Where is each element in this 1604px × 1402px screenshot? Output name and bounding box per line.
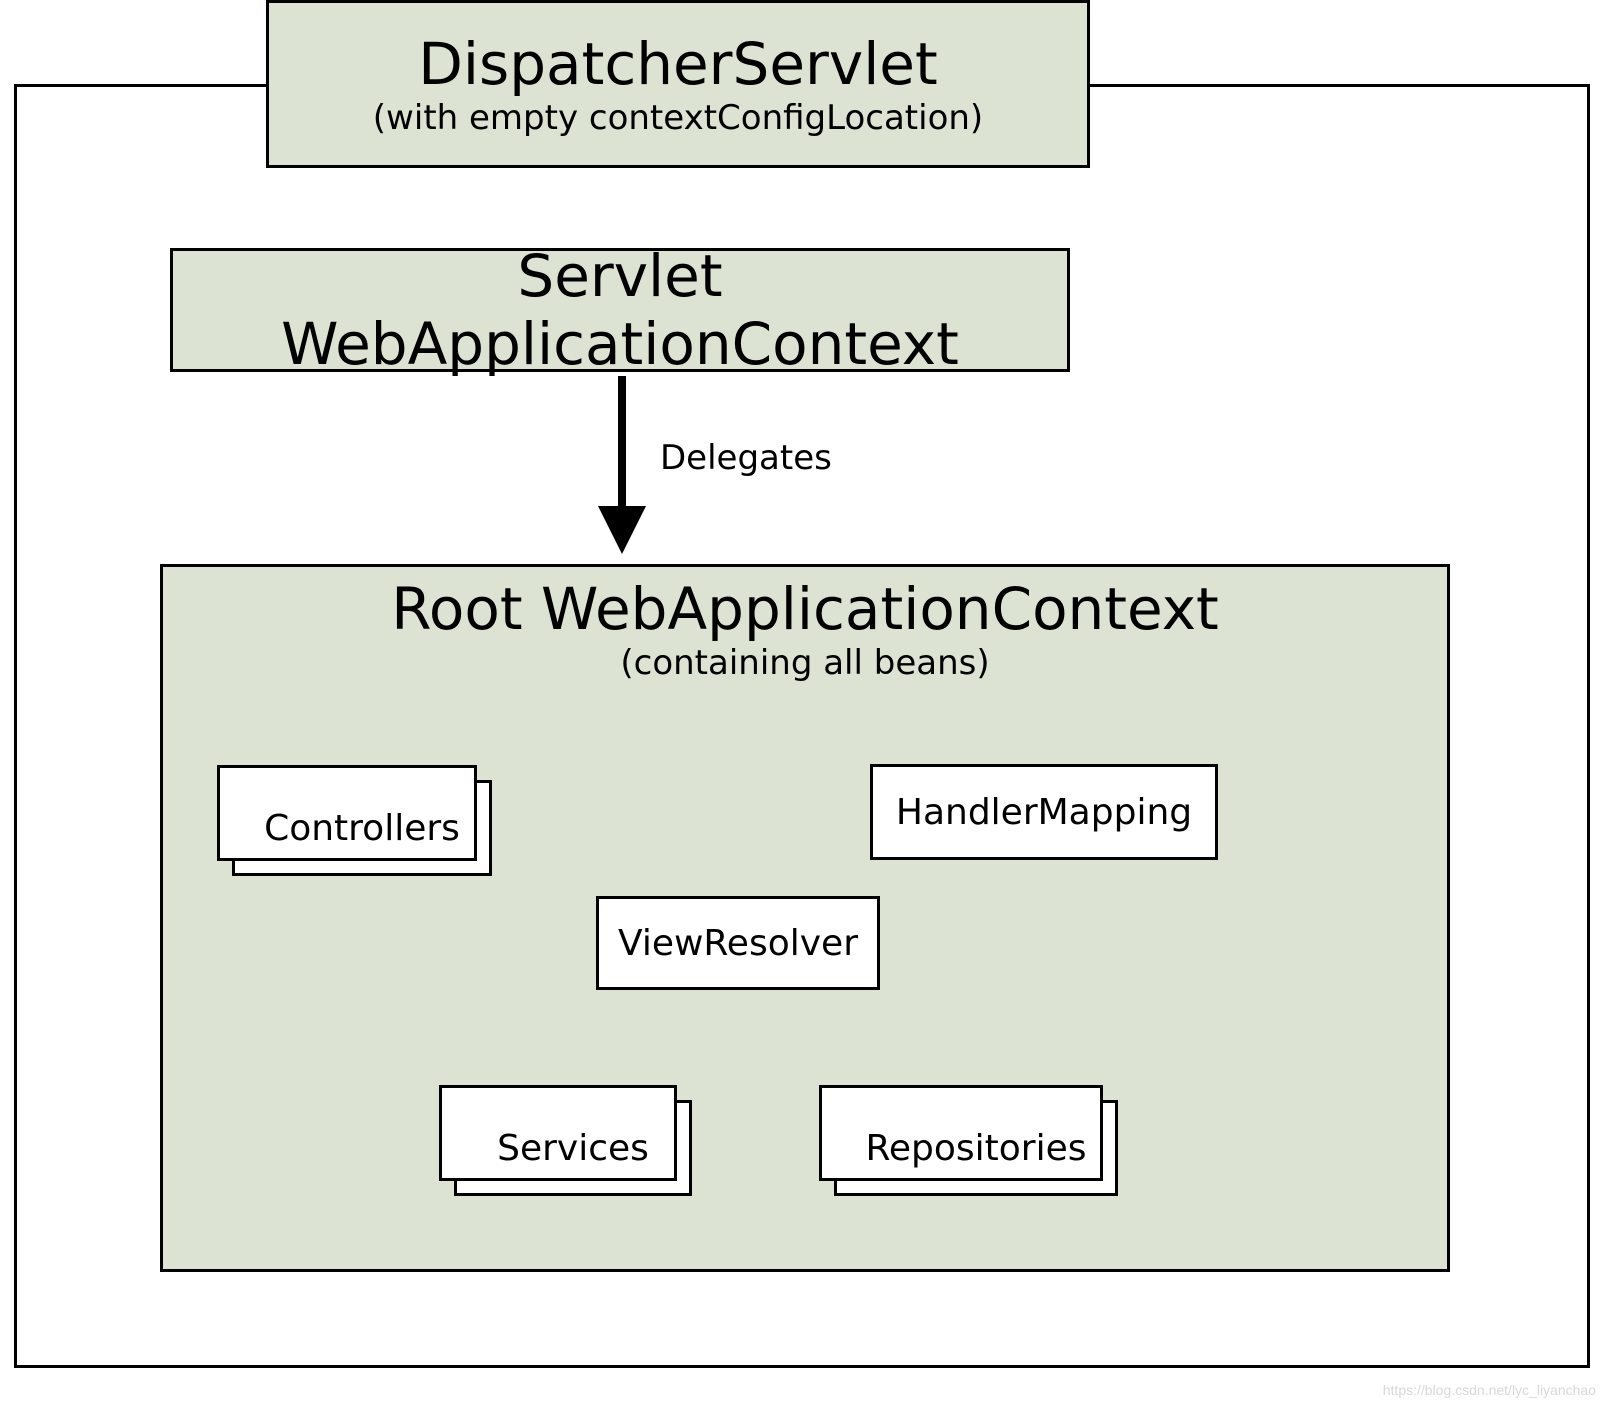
- controllers-box: Controllers: [232, 780, 492, 876]
- repositories-label: Repositories: [865, 1128, 1086, 1169]
- controllers-label: Controllers: [264, 808, 460, 849]
- services-box: Services: [454, 1100, 692, 1196]
- services-label: Services: [497, 1128, 649, 1169]
- viewresolver-box: ViewResolver: [596, 896, 880, 990]
- root-context-subtitle: (containing all beans): [163, 643, 1447, 683]
- repositories-box: Repositories: [834, 1100, 1118, 1196]
- handlermapping-label: HandlerMapping: [896, 792, 1192, 833]
- handlermapping-box: HandlerMapping: [870, 764, 1218, 860]
- watermark-text: https://blog.csdn.net/lyc_liyanchao: [1383, 1382, 1596, 1398]
- root-context-title: Root WebApplicationContext: [163, 575, 1447, 643]
- delegates-label: Delegates: [660, 438, 832, 478]
- viewresolver-label: ViewResolver: [618, 923, 858, 964]
